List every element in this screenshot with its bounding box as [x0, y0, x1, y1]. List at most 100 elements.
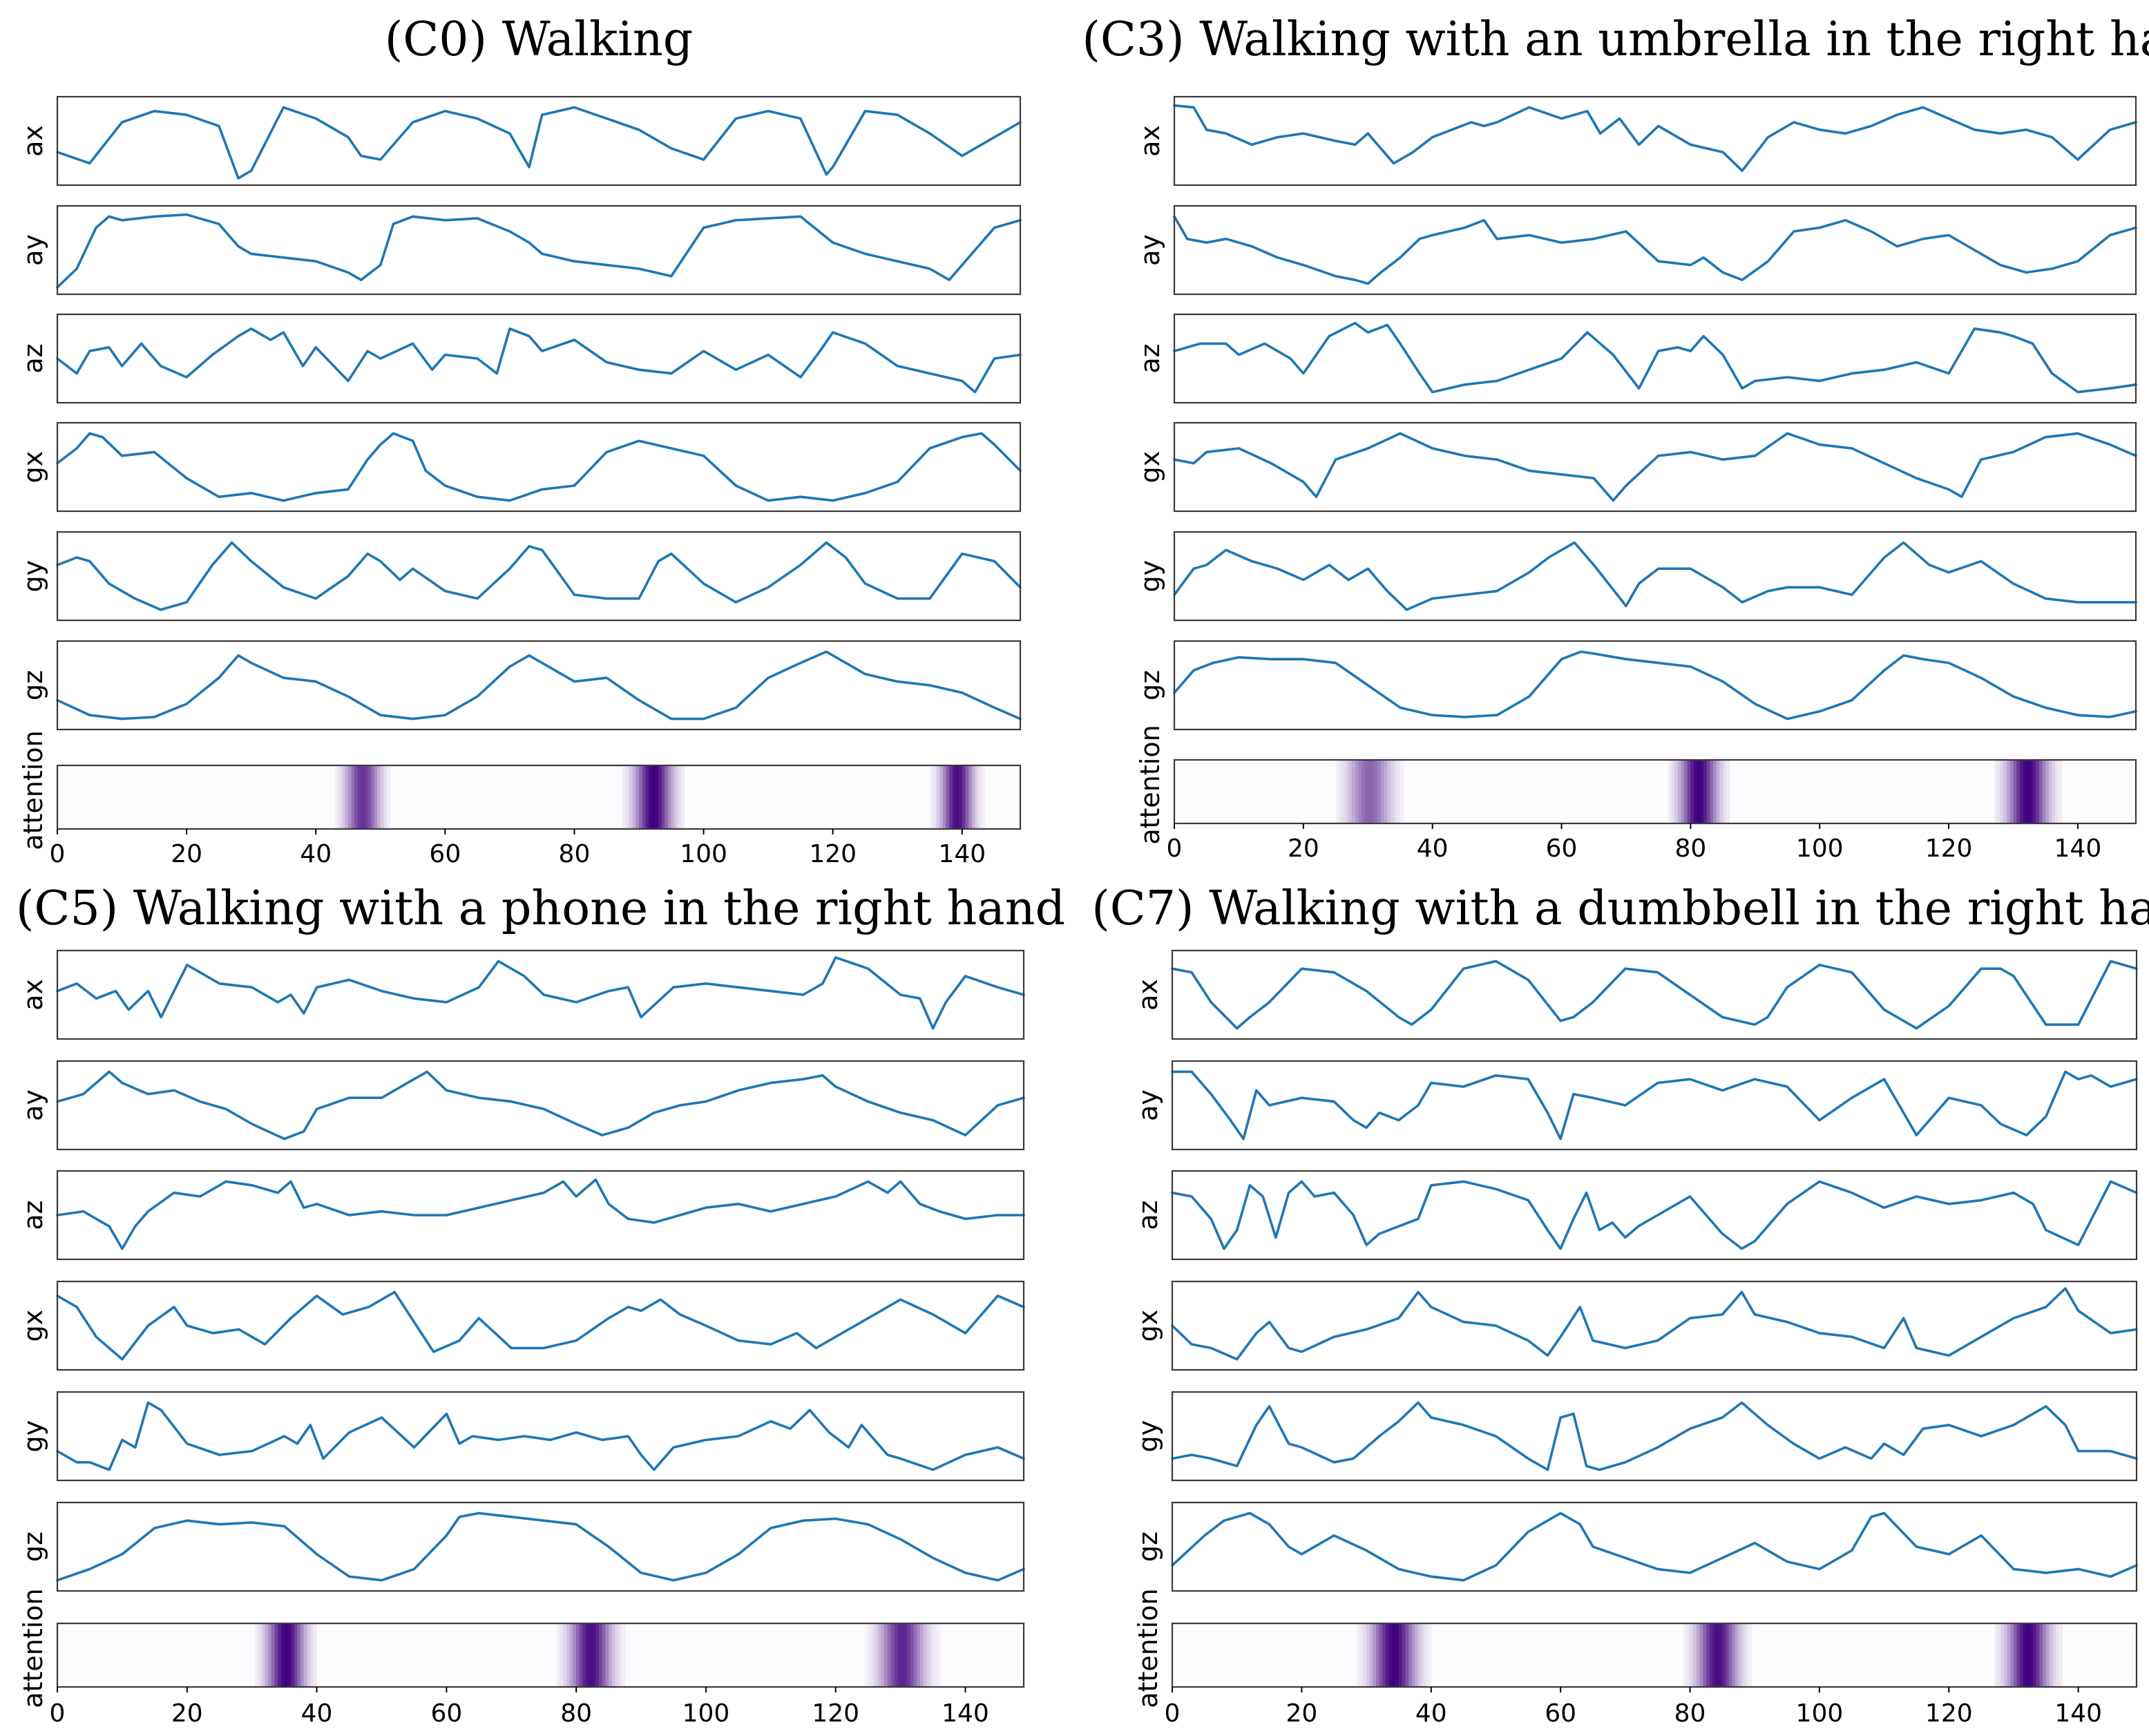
attention-cell [1351, 760, 1356, 823]
attention-cell [1748, 1623, 1752, 1687]
x-tick-label: 0 [50, 840, 66, 868]
panel-1: (C3) Walking with an umbrella in the rig… [1082, 12, 2149, 863]
attention-cell [592, 1623, 596, 1687]
attention-background [57, 1623, 1024, 1687]
attention-cell [1341, 760, 1346, 823]
attention-cell [639, 765, 643, 829]
x-tick-label: 100 [1796, 834, 1844, 863]
attention-cell [1697, 760, 1701, 823]
attention-cell [586, 1623, 590, 1687]
attention-cell [278, 1623, 282, 1687]
channel-label: az [1135, 343, 1165, 373]
subplot-gx: gx [1135, 421, 2137, 513]
attention-cell [374, 765, 378, 829]
attention-cell [2039, 1623, 2043, 1687]
attention-cell [274, 1623, 278, 1687]
attention-cell [1719, 1623, 1723, 1687]
attention-cell [2036, 760, 2040, 823]
attention-cell [1699, 1623, 1703, 1687]
subplot-frame [1173, 204, 2137, 296]
attention-cell [557, 1623, 561, 1687]
attention-cell [307, 1623, 311, 1687]
panel-title: (C3) Walking with an umbrella in the rig… [1082, 12, 2149, 67]
attention-cell [1400, 760, 1404, 823]
subplot-frame [1173, 95, 2137, 187]
attention-cell [621, 1623, 626, 1687]
attention-cell [2036, 1623, 2041, 1687]
attention-cell [335, 765, 339, 829]
series-line-ay [56, 1070, 1025, 1141]
channel-label: az [18, 1200, 48, 1230]
attention-cell [271, 1623, 276, 1687]
attention-cell [1703, 760, 1708, 823]
attention-cell [930, 765, 934, 829]
x-tick-label: 40 [301, 1699, 333, 1728]
channel-label: gy [18, 1420, 48, 1453]
channel-label: gz [1133, 1532, 1163, 1562]
attention-cell [1348, 760, 1353, 823]
attention-cell [877, 1623, 881, 1687]
attention-cell [599, 1623, 603, 1687]
attention-cell [907, 1623, 911, 1687]
attention-cell [2023, 760, 2027, 823]
attention-cell [2045, 760, 2050, 823]
attention-cell [566, 1623, 571, 1687]
attention-cell [1726, 760, 1730, 823]
attention-cell [1997, 760, 2001, 823]
attention-cell [2003, 1623, 2008, 1687]
attention-cell [2059, 1623, 2063, 1687]
attention-cell [1997, 1623, 2001, 1687]
attention-cell [1690, 1623, 1694, 1687]
attention-cell [1722, 1623, 1726, 1687]
series-line-gx [56, 432, 1022, 502]
attention-cell [351, 765, 355, 829]
attention-cell [284, 1623, 288, 1687]
channel-label: ax [18, 125, 48, 157]
attention-cell [1366, 1623, 1370, 1687]
series-line-gz [1173, 650, 2137, 721]
subplot-gy: gy [18, 1391, 1025, 1482]
attention-cell [1700, 760, 1704, 823]
channel-label: ax [1133, 979, 1163, 1011]
attention-frame [56, 764, 1022, 830]
attention-cell [1694, 760, 1698, 823]
attention-cell [865, 1623, 869, 1687]
series-line-ax [1171, 960, 2138, 1030]
attention-cell [1728, 1623, 1732, 1687]
subplot-frame [56, 949, 1025, 1040]
attention-cell [2038, 760, 2043, 823]
attention-cell [1359, 1623, 1364, 1687]
channel-label: gy [1135, 560, 1165, 593]
attention-cell [636, 765, 640, 829]
attention-cell [265, 1623, 269, 1687]
series-line-ax [1173, 104, 2137, 172]
attention-cell [1384, 760, 1388, 823]
attention-cell [579, 1623, 584, 1687]
attention-cell [618, 1623, 622, 1687]
attention-cell [1684, 760, 1688, 823]
attention-cell [1415, 1623, 1419, 1687]
attention-cell [1355, 760, 1359, 823]
attention-cell [642, 765, 646, 829]
series-line-gy [56, 1401, 1025, 1471]
subplot-frame [1171, 1060, 2138, 1151]
panel-2: (C5) Walking with a phone in the right h… [16, 881, 1065, 1728]
attention-cell [1703, 1623, 1707, 1687]
attention-cell [1387, 760, 1391, 823]
attention-cell [2007, 760, 2011, 823]
x-tick-label: 60 [1545, 1699, 1576, 1728]
attention-cell [897, 1623, 901, 1687]
attention-cell [1335, 760, 1339, 823]
channel-label: ax [1135, 125, 1165, 157]
attention-cell [2014, 1623, 2018, 1687]
subplot-frame [1173, 640, 2137, 731]
attention-background [1174, 760, 2136, 823]
attention-cell [300, 1623, 305, 1687]
attention-cell [1408, 1623, 1413, 1687]
panel-title: (C7) Walking with a dumbbell in the righ… [1091, 881, 2149, 936]
attention-cell [367, 765, 372, 829]
subplot-ay: ay [1133, 1060, 2138, 1151]
subplot-frame [1173, 531, 2137, 622]
attention-cell [2007, 1623, 2011, 1687]
attention-cell [1687, 760, 1691, 823]
